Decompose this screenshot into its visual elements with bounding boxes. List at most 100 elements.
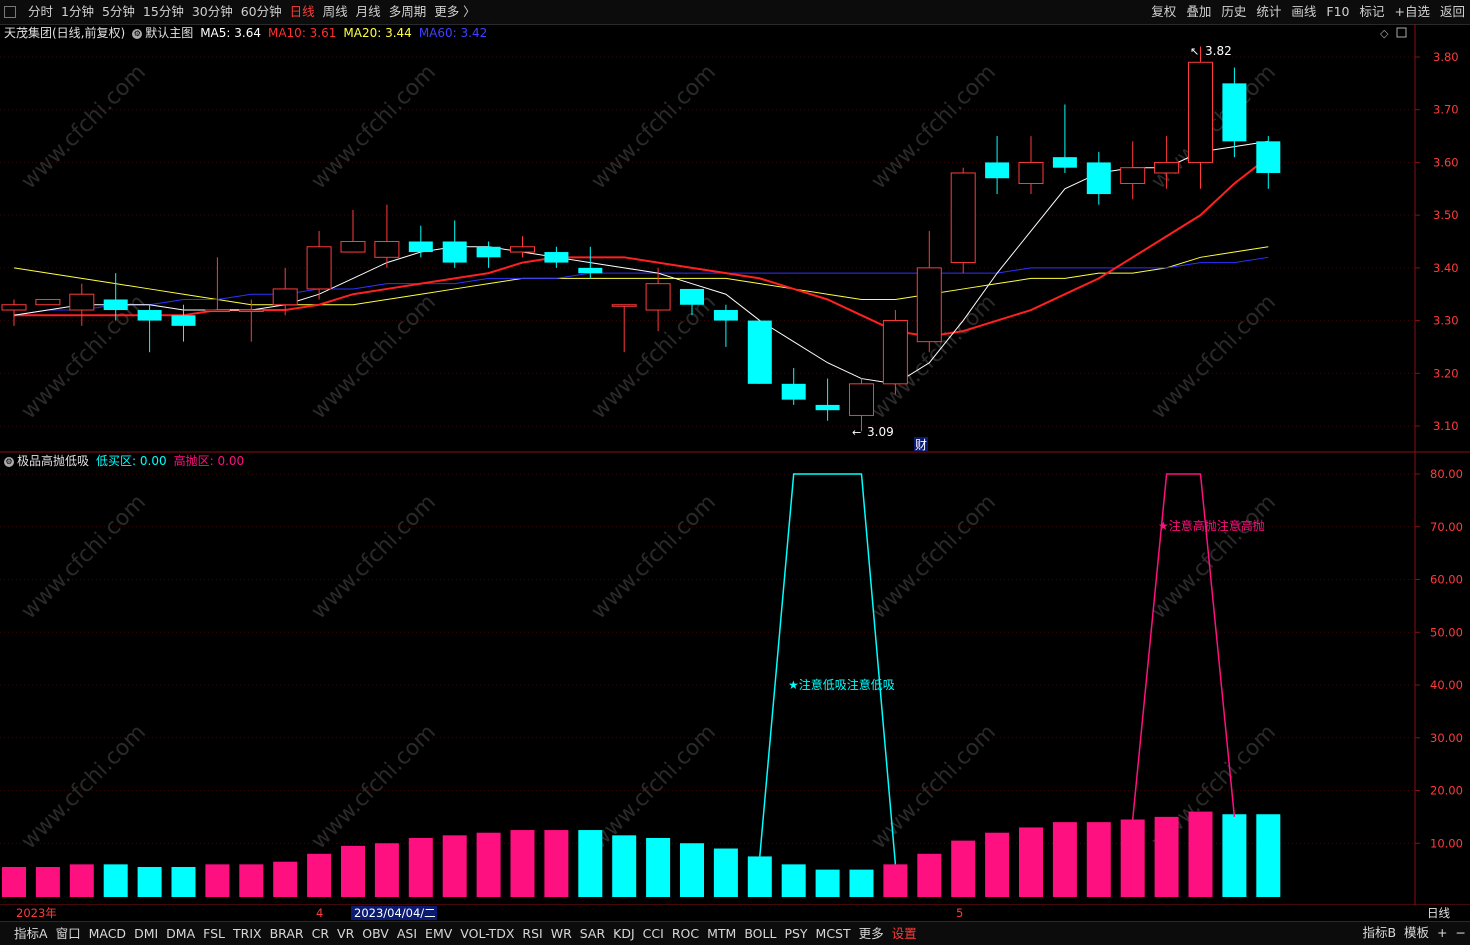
candle-body [916, 267, 942, 343]
indicator-button-12[interactable]: EMV [425, 925, 453, 941]
indicator-button-6[interactable]: TRIX [233, 925, 262, 941]
indicator-button-16[interactable]: SAR [579, 925, 606, 941]
ma10-value: MA10: 3.61 [267, 26, 337, 40]
main-chart-legend: 天茂集团(日线,前复权) ⚙ 默认主图 MA5: 3.64 MA10: 3.61 … [4, 25, 487, 41]
period-tab-0[interactable]: 分时 [28, 4, 54, 19]
toolbar-button-5[interactable]: F10 [1326, 4, 1350, 19]
toolbar-button-3[interactable]: 统计 [1256, 4, 1282, 19]
indicator-button-0[interactable]: 指标A [14, 925, 48, 941]
toolbar-button-6[interactable]: 标记 [1359, 4, 1385, 19]
toolbar-button-0[interactable]: 复权 [1151, 4, 1177, 19]
candle-body [171, 315, 196, 326]
indicator-button-5[interactable]: FSL [203, 925, 226, 941]
indicator-button-18[interactable]: CCI [642, 925, 664, 941]
indicator-bar [1019, 827, 1043, 897]
indicator-tick-label: 10.00 [1430, 836, 1463, 850]
candle-body [882, 320, 908, 385]
indicator-button-23[interactable]: MCST [815, 925, 851, 941]
period-tab-5[interactable]: 60分钟 [240, 4, 282, 19]
indicator-button-1[interactable]: 窗口 [55, 925, 81, 941]
date-cursor: 2023/04/04/二 [354, 906, 436, 920]
period-tab-3[interactable]: 15分钟 [142, 4, 184, 19]
toolbar-button-8[interactable]: 返回 [1439, 4, 1465, 19]
indicator-bar [2, 866, 26, 897]
low-buy-value: 低买区: 0.00 [96, 454, 167, 468]
indicator-button-19[interactable]: ROC [671, 925, 700, 941]
settings-icon[interactable]: ⚙ [132, 28, 143, 39]
price-tick-label: 3.10 [1433, 419, 1459, 433]
indicator-button-2[interactable]: MACD [88, 925, 127, 941]
date-cursor-box [351, 906, 437, 920]
indicator-button-14[interactable]: RSI [522, 925, 543, 941]
indicator-button-4[interactable]: DMA [166, 925, 196, 941]
candle-body [408, 241, 433, 253]
candle-body [204, 309, 230, 313]
indicator-bar [273, 861, 298, 897]
indicator-tick-label: 20.00 [1430, 784, 1463, 798]
candle-body [340, 241, 366, 253]
candle-body [849, 383, 874, 416]
period-tab-10[interactable]: 更多 〉 [434, 4, 476, 19]
indicator-button-13[interactable]: VOL-TDX [460, 925, 515, 941]
candle-body [1222, 83, 1247, 142]
indicator-bar [1256, 814, 1281, 897]
indicator-bar [951, 840, 976, 897]
bottom-right-button-3[interactable]: − [1455, 925, 1466, 940]
candle-body [950, 172, 976, 264]
toolbar-button-4[interactable]: 画线 [1291, 4, 1317, 19]
panel-toggle-icon[interactable] [4, 6, 16, 18]
period-tab-9[interactable]: 多周期 [388, 4, 427, 19]
indicator-bar [1086, 822, 1111, 897]
indicator-name[interactable]: ⚙ 极品高抛低吸 [4, 454, 90, 468]
window-icon[interactable] [1396, 27, 1407, 38]
chart-canvas[interactable]: www.cfchi.com www.cfchi.com www.cfchi.com w… [0, 0, 1470, 921]
stock-name: 天茂集团(日线,前复权) [4, 26, 126, 40]
indicator-bar [849, 869, 874, 897]
indicator-button-24[interactable]: 更多 [858, 925, 884, 941]
high-price-label: 3.82 [1205, 44, 1232, 58]
diamond-icon[interactable]: ◇ [1380, 27, 1389, 40]
bottom-right-button-0[interactable]: 指标B [1362, 925, 1397, 940]
price-tick-label: 3.70 [1433, 103, 1459, 117]
indicator-button-17[interactable]: KDJ [613, 925, 635, 941]
indicator-bar [680, 843, 704, 897]
candle-body [510, 246, 535, 253]
indicator-button-11[interactable]: ASI [396, 925, 418, 941]
period-tab-1[interactable]: 1分钟 [61, 4, 94, 19]
indicator-button-10[interactable]: OBV [362, 925, 389, 941]
toolbar-button-7[interactable]: +自选 [1394, 4, 1430, 19]
period-tab-2[interactable]: 5分钟 [101, 4, 135, 19]
indicator-bar [205, 864, 230, 897]
indicator-bar [137, 866, 162, 897]
candle-body [35, 298, 61, 306]
indicator-bar [646, 837, 671, 897]
indicator-button-8[interactable]: CR [311, 925, 330, 941]
indicator-bar [442, 835, 467, 897]
indicator-settings-icon[interactable]: ⚙ [4, 456, 14, 467]
bottom-right-button-1[interactable]: 模板 [1404, 925, 1430, 940]
toolbar-button-2[interactable]: 历史 [1221, 4, 1247, 19]
low-arrow-icon: ← [852, 426, 861, 439]
indicator-button-25[interactable]: 设置 [891, 925, 917, 941]
toolbar-button-1[interactable]: 叠加 [1186, 4, 1212, 19]
period-tab-8[interactable]: 月线 [355, 4, 381, 19]
watermark: www.cfchi.com [307, 290, 441, 424]
indicator-button-9[interactable]: VR [337, 925, 355, 941]
indicator-button-3[interactable]: DMI [134, 925, 159, 941]
low-buy-annotation: ★注意低吸注意低吸 [788, 677, 895, 692]
period-tab-4[interactable]: 30分钟 [191, 4, 233, 19]
indicator-button-20[interactable]: MTM [707, 925, 737, 941]
indicator-button-22[interactable]: PSY [784, 925, 808, 941]
high_sell_line [1131, 473, 1236, 820]
bottom-right-button-2[interactable]: + [1437, 925, 1448, 940]
indicator-button-21[interactable]: BOLL [744, 925, 777, 941]
candle-body [1154, 161, 1180, 174]
indicator-button-15[interactable]: WR [550, 925, 572, 941]
indicator-button-7[interactable]: BRAR [269, 925, 304, 941]
period-label: 日线 [1427, 906, 1450, 920]
period-tab-6[interactable]: 日线 [289, 4, 315, 19]
watermark: www.cfchi.com [307, 60, 441, 194]
candle-body [1018, 161, 1044, 185]
main-indicator-name[interactable]: ⚙ 默认主图 [132, 26, 194, 40]
period-tab-7[interactable]: 周线 [322, 4, 348, 19]
